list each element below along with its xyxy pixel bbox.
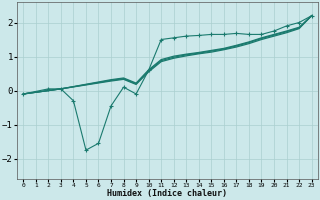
X-axis label: Humidex (Indice chaleur): Humidex (Indice chaleur) (108, 189, 228, 198)
